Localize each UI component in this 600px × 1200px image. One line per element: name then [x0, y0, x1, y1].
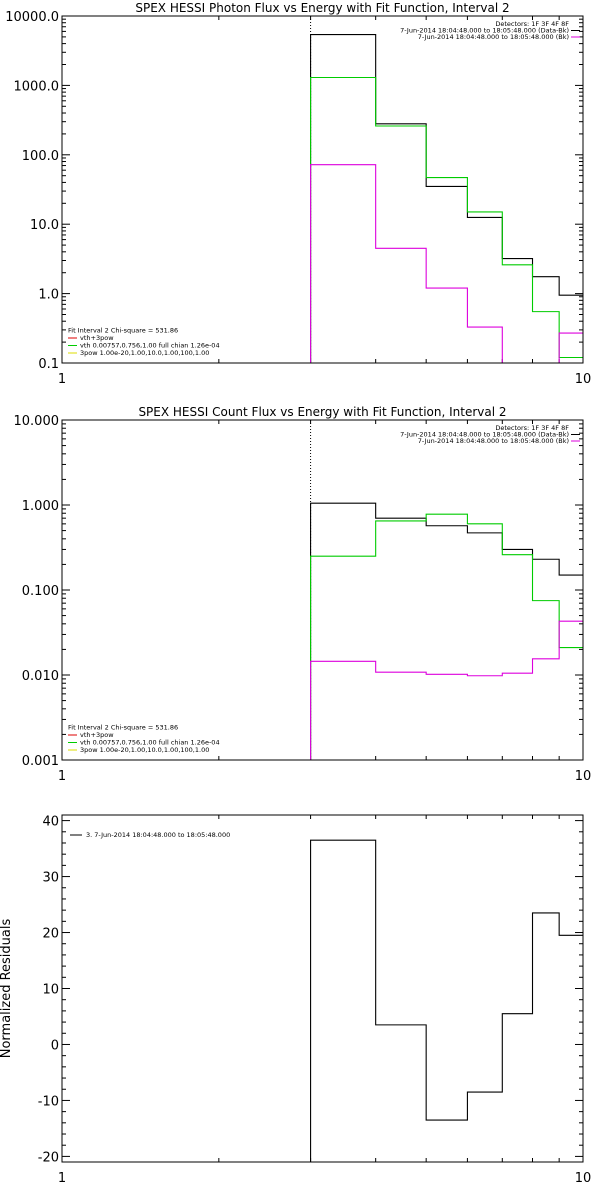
y-tick-label: 40: [42, 815, 59, 830]
legend-entry: 7-Jun-2014 18:04:48.000 to 18:05:48.000 …: [400, 27, 569, 35]
legend-entry: Detectors: 1F 3F 4F 8F: [495, 424, 569, 432]
series-residuals: [310, 839, 583, 1162]
x-tick-label: 1: [58, 769, 66, 784]
legend-entry: 7-Jun-2014 18:04:48.000 to 18:05:48.000 …: [418, 437, 569, 445]
plot-frame: [61, 15, 584, 364]
series-3pow: [310, 164, 583, 363]
y-tick-label: 0.1: [38, 357, 59, 372]
series-vth: [310, 76, 583, 363]
y-tick-label: 10000.0: [5, 10, 59, 25]
chart-title: SPEX HESSI Photon Flux vs Energy with Fi…: [135, 1, 509, 15]
plot-frame: [61, 814, 584, 1163]
legend-entry: 7-Jun-2014 18:04:48.000 to 18:05:48.000 …: [418, 33, 569, 41]
y-tick-label: 0.100: [22, 584, 59, 599]
chart-panel-3: -20 -10 0 10 20 30 40 1 10 Normalized Residuals 3.…: [0, 814, 592, 1186]
legend-entry: vth+3pow: [80, 731, 114, 739]
y-tick-label: 30: [42, 871, 59, 886]
y-tick-label: 100.0: [22, 149, 59, 164]
series-data: [310, 502, 583, 760]
legend-entry: vth+3pow: [80, 334, 114, 342]
x-tick-label: 10: [575, 1171, 592, 1186]
x-tick-label: 10: [575, 372, 592, 387]
legend-entry: 3pow 1.00e-20,1.00,10.0,1.00,100,1.00: [80, 349, 209, 357]
legend-entry: 3. 7-Jun-2014 18:04:48.000 to 18:05:48.0…: [86, 831, 230, 839]
legend-entry: vth 0.00757,0.756,1.00 full chian 1.26e-…: [80, 342, 220, 350]
y-tick-label: 0.001: [22, 754, 59, 769]
plot-frame: [61, 419, 584, 761]
legend-entry: vth 0.00757,0.756,1.00 full chian 1.26e-…: [80, 739, 220, 747]
y-tick-label: -10: [38, 1094, 59, 1109]
legend-entry: 3pow 1.00e-20,1.00,10.0,1.00,100,1.00: [80, 746, 209, 754]
x-tick-label: 1: [58, 372, 66, 387]
y-tick-label: 0.010: [22, 669, 59, 684]
legend-entry: 7-Jun-2014 18:04:48.000 to 18:05:48.000 …: [400, 431, 569, 439]
plot-data-area: [310, 16, 583, 363]
y-tick-label: 10.0: [30, 218, 59, 233]
chart-title: SPEX HESSI Count Flux vs Energy with Fit…: [138, 405, 506, 419]
plot-data-area: [310, 839, 583, 1162]
y-tick-label: 1.000: [22, 499, 59, 514]
series-data: [310, 34, 583, 363]
y-tick-label: 10: [42, 983, 59, 998]
y-tick-label: 0: [51, 1038, 59, 1053]
series-vth: [310, 513, 583, 760]
plot-data-area: [310, 420, 583, 760]
legend-entry: Detectors: 1F 3F 4F 8F: [495, 20, 569, 28]
y-tick-label: 1000.0: [14, 79, 60, 94]
chart-panel-2: SPEX HESSI Count Flux vs Energy with Fit…: [14, 405, 592, 784]
y-tick-label: 1.0: [38, 288, 59, 303]
y-axis-label: Normalized Residuals: [0, 919, 14, 1059]
y-tick-label: 20: [42, 927, 59, 942]
legend-entry: Fit Interval 2 Chi-square = 531.86: [68, 724, 178, 732]
series-3pow: [310, 620, 583, 760]
x-tick-label: 1: [58, 1171, 66, 1186]
legend-entry: Fit Interval 2 Chi-square = 531.86: [68, 327, 178, 335]
y-tick-label: -20: [38, 1150, 59, 1165]
x-tick-label: 10: [575, 769, 592, 784]
chart-panel-1: SPEX HESSI Photon Flux vs Energy with Fi…: [5, 1, 591, 387]
y-tick-label: 10.000: [14, 414, 60, 429]
